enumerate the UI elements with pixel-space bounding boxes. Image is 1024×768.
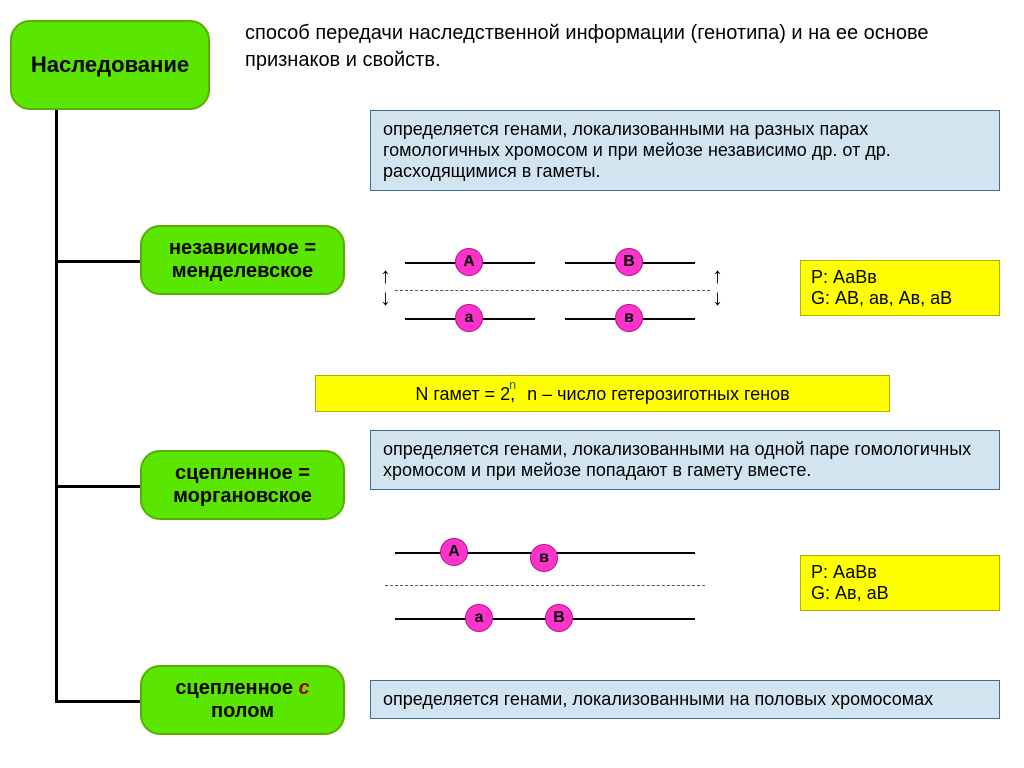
intro-text: способ передачи наследственной информаци… [245,20,965,74]
arrow-up-icon: ↑ [380,265,391,287]
node-independent-line1: независимое = [169,237,316,260]
allele-l-v: в [530,544,558,572]
def-linked: определяется генами, локализованными на … [370,430,1000,490]
allele-l-A: А [440,538,468,566]
gl-line2: G: Ав, аВ [811,583,989,604]
arrow-up-icon: ↑ [712,265,723,287]
allele-i-a: а [455,304,483,332]
tree-branch-3 [55,700,140,703]
arrow-i-left: ↑ ↓ [380,265,391,309]
def-independent: определяется генами, локализованными на … [370,110,1000,191]
allele-i-A: А [455,248,483,276]
formula-sup: n [509,378,516,392]
formula-pre: N гамет = 2, [415,384,515,404]
dash-i [395,290,710,291]
node-linked: сцепленное = моргановское [140,450,345,520]
genotype-independent: P: АаВв G: АВ, ав, Ав, аВ [800,260,1000,316]
arrow-down-icon: ↓ [712,287,723,309]
root-label: Наследование [31,52,189,78]
arrow-i-right: ↑ ↓ [712,265,723,309]
formula-post: n – число гетерозиготных генов [522,384,790,404]
tree-branch-2 [55,485,140,488]
node-sexlinked: сцепленное с полом [140,665,345,735]
formula-box: N гамет = 2,n n – число гетерозиготных г… [315,375,890,412]
node-independent: независимое = менделевское [140,225,345,295]
root-node: Наследование [10,20,210,110]
node-sexlinked-line2: полом [211,700,274,723]
allele-l-B: В [545,604,573,632]
genotype-linked: P: АаВв G: Ав, аВ [800,555,1000,611]
node-sexlinked-line1a: сцепленное [175,677,293,699]
allele-l-a: а [465,604,493,632]
def-sexlinked: определяется генами, локализованными на … [370,680,1000,719]
allele-i-B: В [615,248,643,276]
tree-trunk [55,110,58,700]
arrow-down-icon: ↓ [380,287,391,309]
gi-line1: P: АаВв [811,267,989,288]
gi-line2: G: АВ, ав, Ав, аВ [811,288,989,309]
node-sexlinked-line1b: с [293,677,310,699]
node-linked-line1: сцепленное = [175,462,310,485]
dash-l [385,585,705,586]
node-independent-line2: менделевское [172,260,313,283]
gl-line1: P: АаВв [811,562,989,583]
tree-branch-1 [55,260,140,263]
allele-i-b: в [615,304,643,332]
node-linked-line2: моргановское [173,485,312,508]
